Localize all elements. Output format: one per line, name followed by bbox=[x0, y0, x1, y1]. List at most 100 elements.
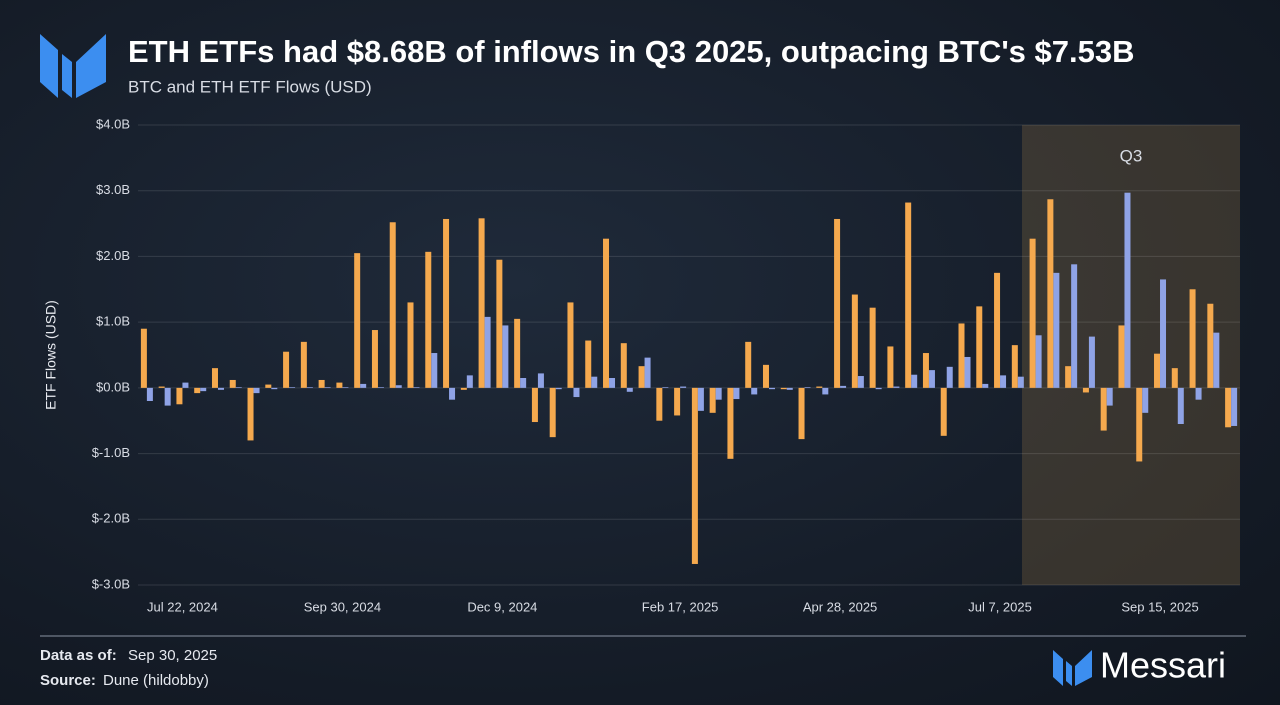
bar bbox=[958, 323, 965, 388]
source: Dune (hildobby) bbox=[103, 672, 209, 689]
y-tick-label: $1.0B bbox=[96, 314, 130, 329]
bar bbox=[413, 387, 420, 388]
bar bbox=[780, 387, 787, 390]
bar bbox=[620, 343, 627, 388]
bar bbox=[662, 387, 669, 388]
date-label: Data as of: bbox=[40, 647, 117, 664]
bar bbox=[1100, 387, 1107, 431]
y-tick-label: $-1.0B bbox=[92, 445, 130, 460]
bar bbox=[869, 307, 876, 388]
bar bbox=[229, 379, 236, 388]
bar bbox=[680, 386, 687, 388]
bar bbox=[940, 387, 947, 436]
y-tick-label: $3.0B bbox=[96, 182, 130, 197]
x-tick-label: Sep 30, 2024 bbox=[304, 599, 381, 614]
bar bbox=[537, 373, 544, 388]
bar bbox=[407, 302, 414, 388]
bar bbox=[567, 302, 574, 388]
bar bbox=[822, 387, 829, 395]
bar bbox=[751, 387, 758, 395]
bar bbox=[371, 330, 378, 388]
bar bbox=[520, 378, 527, 388]
bar bbox=[715, 387, 722, 400]
bar bbox=[478, 218, 485, 388]
bar bbox=[1177, 387, 1184, 424]
bar bbox=[585, 340, 592, 388]
brand-logo bbox=[1053, 650, 1092, 686]
bar bbox=[745, 341, 752, 388]
bar bbox=[158, 386, 165, 388]
bar bbox=[318, 379, 325, 388]
bar bbox=[324, 387, 331, 388]
bar bbox=[964, 356, 971, 388]
bar bbox=[300, 341, 307, 388]
bar bbox=[1225, 387, 1232, 428]
bar bbox=[1088, 336, 1095, 388]
bar bbox=[354, 253, 361, 388]
bar bbox=[1118, 325, 1125, 388]
bar bbox=[626, 387, 633, 392]
bar bbox=[804, 387, 811, 388]
bar bbox=[1000, 375, 1007, 388]
bar bbox=[1160, 279, 1167, 388]
bar bbox=[395, 385, 402, 388]
bar bbox=[1231, 387, 1238, 426]
bar bbox=[816, 386, 823, 388]
bar bbox=[460, 387, 467, 390]
bar bbox=[1207, 303, 1214, 388]
bar bbox=[1154, 353, 1161, 388]
bar bbox=[798, 387, 805, 440]
bar bbox=[360, 383, 367, 388]
bar bbox=[549, 387, 556, 438]
bar bbox=[194, 387, 201, 394]
bar bbox=[905, 202, 912, 388]
bar bbox=[247, 387, 254, 441]
y-tick-label: $-3.0B bbox=[92, 576, 130, 591]
x-tick-label: Feb 17, 2025 bbox=[642, 599, 719, 614]
bar bbox=[834, 218, 841, 388]
bar bbox=[709, 387, 716, 413]
bar bbox=[502, 325, 509, 388]
bar bbox=[1124, 192, 1131, 388]
bar bbox=[514, 318, 521, 388]
bar bbox=[1106, 387, 1113, 406]
bar bbox=[176, 387, 183, 405]
bar bbox=[140, 328, 147, 388]
y-tick-label: $0.0B bbox=[96, 379, 130, 394]
bar bbox=[1017, 376, 1024, 388]
bar bbox=[342, 387, 349, 388]
bar bbox=[727, 387, 734, 459]
bar bbox=[1171, 368, 1178, 388]
bar bbox=[1136, 387, 1143, 462]
chart-title: ETH ETFs had $8.68B of inflows in Q3 202… bbox=[128, 34, 1135, 69]
bar bbox=[875, 387, 882, 390]
bar bbox=[1053, 272, 1060, 388]
bar bbox=[674, 387, 681, 416]
bar bbox=[994, 272, 1001, 388]
x-tick-label: Jul 22, 2024 bbox=[147, 599, 218, 614]
bar bbox=[982, 383, 989, 388]
x-tick-label: Apr 28, 2025 bbox=[803, 599, 877, 614]
bar bbox=[1142, 387, 1149, 413]
bar bbox=[555, 387, 562, 390]
bar bbox=[851, 294, 858, 388]
bar bbox=[762, 364, 769, 388]
y-axis-label: ETF Flows (USD) bbox=[43, 300, 59, 410]
bar bbox=[217, 387, 224, 390]
bar bbox=[768, 387, 775, 390]
bar bbox=[253, 387, 260, 394]
bar bbox=[1047, 199, 1054, 388]
bar bbox=[146, 387, 153, 401]
bar bbox=[389, 222, 396, 388]
bar bbox=[638, 366, 645, 388]
bar bbox=[1065, 366, 1072, 388]
bar bbox=[531, 387, 538, 423]
bar bbox=[1035, 335, 1042, 388]
y-tick-label: $4.0B bbox=[96, 116, 130, 131]
bar bbox=[271, 387, 278, 390]
bar bbox=[306, 387, 313, 388]
bar bbox=[691, 387, 698, 564]
bar bbox=[443, 218, 450, 388]
bar bbox=[466, 375, 473, 388]
